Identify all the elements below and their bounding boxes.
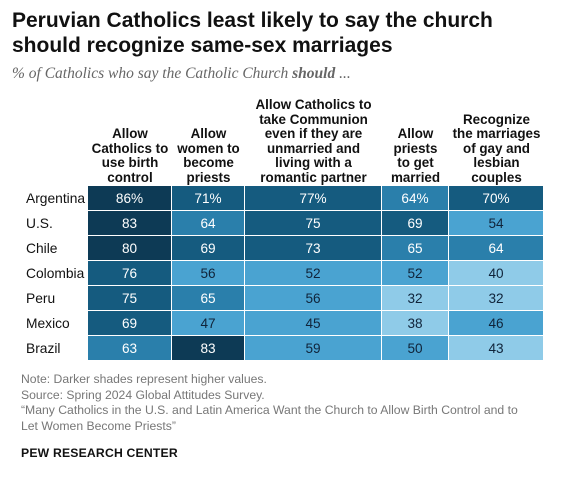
table-row: U.S. 83 64 75 69 54	[0, 211, 582, 236]
table-cell: 40	[449, 261, 543, 286]
table-cell: 69	[172, 236, 244, 261]
table-cell: 64	[449, 236, 543, 261]
column-header: Allow priests to get married	[382, 126, 449, 185]
table-row: Brazil 63 83 59 50 43	[0, 336, 582, 361]
column-header-line: Allow	[397, 126, 434, 141]
table-cell: 76	[88, 261, 171, 286]
table-cell: 45	[245, 311, 381, 336]
table-cell: 59	[245, 336, 381, 361]
table-cell: 65	[172, 286, 244, 311]
column-header-line: become	[183, 155, 234, 170]
column-header-line: Catholics to	[91, 140, 169, 156]
column-header-line: lesbian	[473, 155, 520, 170]
column-header-line: to get	[397, 155, 434, 170]
column-header-line: Allow Catholics to	[255, 97, 372, 112]
subtitle-suffix: ...	[335, 65, 351, 82]
table-cell: 83	[88, 211, 171, 236]
table-cell: 32	[382, 286, 448, 311]
table-cell: 80	[88, 236, 171, 261]
column-header-line: priests	[393, 140, 438, 156]
column-header-line: take Communion	[259, 111, 368, 127]
chart-title: Peruvian Catholics least likely to say t…	[12, 8, 572, 58]
report-title-line-1: “Many Catholics in the U.S. and Latin Am…	[21, 403, 518, 417]
table-cell: 56	[172, 261, 244, 286]
column-header: Allow Catholics to take Communion even if …	[245, 97, 382, 185]
row-label: Chile	[26, 241, 58, 256]
subtitle-prefix: % of Catholics who say the Catholic Chur…	[12, 65, 293, 82]
footnotes: Note: Darker shades represent higher val…	[21, 372, 581, 434]
table-cell: 46	[449, 311, 543, 336]
note-text: Note: Darker shades represent higher val…	[21, 372, 267, 386]
source-text: Source: Spring 2024 Global Attitudes Sur…	[21, 387, 265, 402]
table-cell: 47	[172, 311, 244, 336]
column-header-line: Allow	[190, 126, 227, 141]
column-header-line: unmarried and	[266, 140, 360, 156]
column-header: Allow women to become priests	[172, 126, 245, 185]
table-cell: 73	[245, 236, 381, 261]
column-header-line: control	[107, 169, 153, 185]
column-header-line: even if they are	[264, 126, 363, 141]
table-cell: 52	[382, 261, 448, 286]
column-header-line: living with a	[275, 155, 352, 170]
table-row: Mexico 69 47 45 38 46	[0, 311, 582, 336]
table-cell: 64	[172, 211, 244, 236]
title-line-1: Peruvian Catholics least likely to say t…	[12, 9, 493, 32]
row-label: Colombia	[26, 266, 85, 281]
table-row: Argentina 86% 71% 77% 64% 70%	[0, 186, 582, 211]
row-label: U.S.	[26, 216, 53, 231]
table-cell: 75	[88, 286, 171, 311]
table-cell: 69	[88, 311, 171, 336]
table-cell: 54	[449, 211, 543, 236]
title-line-2: should recognize same-sex marriages	[12, 34, 393, 57]
table-cell: 77%	[245, 186, 381, 211]
column-header: Recognize the marriages of gay and lesbian c…	[449, 111, 544, 186]
column-header-line: romantic partner	[260, 169, 367, 185]
column-header: Allow Catholics to use birth control	[88, 126, 172, 185]
column-headers: Allow Catholics to use birth control Allow wo…	[0, 95, 582, 185]
table-cell: 75	[245, 211, 381, 236]
table-cell: 65	[382, 236, 448, 261]
column-header-line: of gay and	[463, 140, 530, 156]
table-cell: 71%	[172, 186, 244, 211]
column-header-line: women to	[177, 140, 240, 156]
table-cell: 38	[382, 311, 448, 336]
column-header-line: married	[390, 169, 441, 185]
column-header-line: priests	[186, 169, 231, 185]
brand-logo-text: PEW RESEARCH CENTER	[21, 446, 178, 460]
subtitle-emphasis: should	[292, 65, 336, 82]
table-cell: 52	[245, 261, 381, 286]
column-header-line: use birth	[101, 155, 159, 170]
table-cell: 70%	[449, 186, 543, 211]
row-label: Brazil	[26, 341, 61, 356]
table-cell: 86%	[88, 186, 171, 211]
chart-subtitle: % of Catholics who say the Catholic Chur…	[12, 64, 572, 84]
column-header-line: couples	[471, 169, 522, 185]
table-row: Chile 80 69 73 65 64	[0, 236, 582, 261]
table-row: Colombia 76 56 52 52 40	[0, 261, 582, 286]
row-label: Argentina	[26, 191, 86, 206]
column-header-line: Allow	[112, 126, 148, 141]
row-label: Peru	[26, 291, 56, 306]
column-header-line: Recognize	[463, 111, 530, 127]
table-cell: 64%	[382, 186, 448, 211]
table-cell: 43	[449, 336, 543, 361]
table-cell: 83	[172, 336, 244, 361]
report-title-line-2: Let Women Become Priests”	[21, 418, 176, 433]
table-cell: 50	[382, 336, 448, 361]
row-label: Mexico	[26, 316, 70, 331]
column-header-line: the marriages	[452, 126, 541, 141]
table-cell: 32	[449, 286, 543, 311]
table-cell: 63	[88, 336, 171, 361]
table-cell: 56	[245, 286, 381, 311]
table-row: Peru 75 65 56 32 32	[0, 286, 582, 311]
table-cell: 69	[382, 211, 448, 236]
